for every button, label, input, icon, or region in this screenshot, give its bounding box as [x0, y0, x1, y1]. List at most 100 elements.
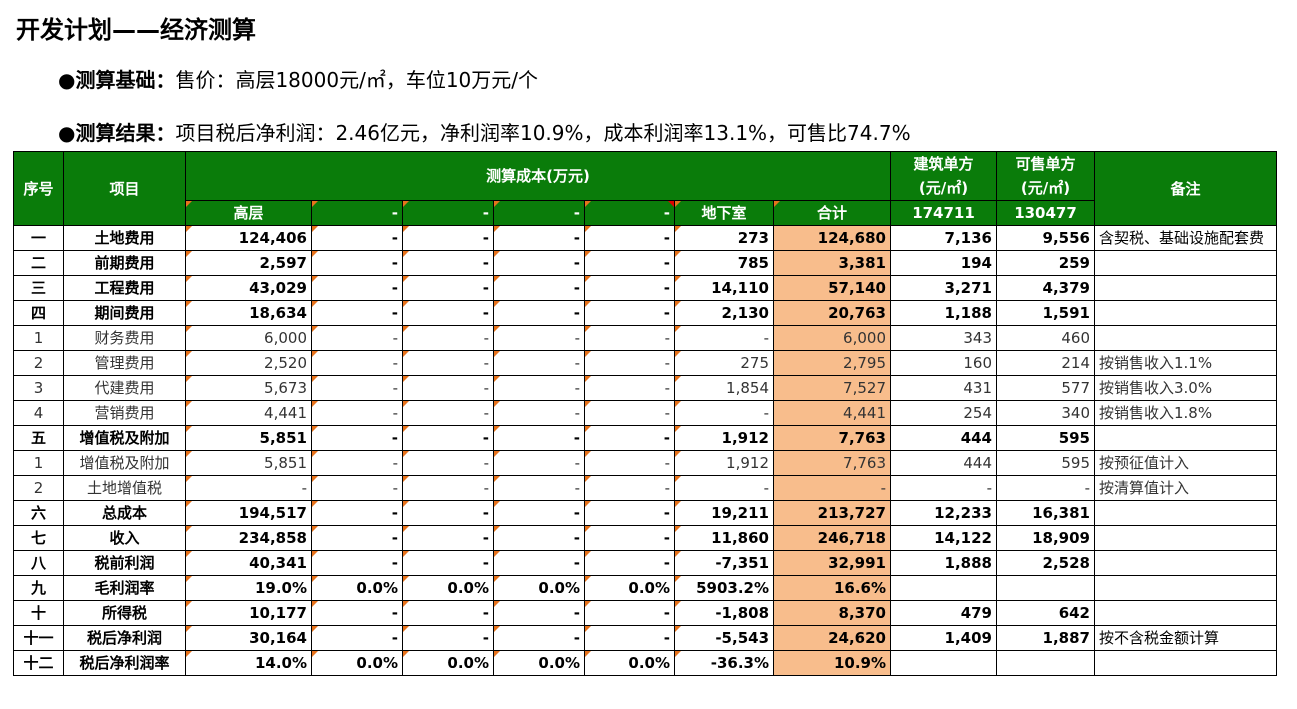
value-cell: 431 [890, 375, 997, 401]
value-cell: 444 [890, 425, 997, 451]
value-cell: - [311, 400, 403, 426]
header-seq: 序号 [13, 151, 64, 226]
row-item: 营销费用 [63, 400, 186, 426]
value-cell: - [311, 275, 403, 301]
table-row: 十一 税后净利润 30,164- - - - -5,543 24,620 1,409 1,887 按… [13, 625, 1277, 651]
value-cell: 11,860 [674, 525, 774, 551]
value-cell: - [402, 350, 494, 376]
value-cell: 0.0% [493, 650, 585, 676]
value-cell: 0.0% [402, 650, 494, 676]
table-row: 四期间费用 18,634- - - -2,130 20,763 1,188 1,591 [13, 300, 1277, 326]
value-cell: - [402, 225, 494, 251]
value-cell: - [584, 350, 675, 376]
value-cell: 2,597 [185, 250, 312, 276]
basis-line: ●测算基础：售价：高层18000元/㎡，车位10万元/个 [58, 64, 538, 93]
table-row: 八税前利润 40,341- - - - -7,351 32,991 1,888 2,528 [13, 550, 1277, 576]
value-cell: - [493, 400, 585, 426]
value-cell: 275 [674, 350, 774, 376]
row-item: 土地增值税 [63, 475, 186, 501]
calculation-table: 序号 项目 测算成本(万元) 建筑单方 (元/㎡) 可售单方 (元/㎡) 备注 高层… [13, 151, 1277, 676]
row-item: 财务费用 [63, 325, 186, 351]
value-cell: 595 [996, 425, 1095, 451]
value-cell: 0.0% [311, 575, 403, 601]
value-cell: 14,122 [890, 525, 997, 551]
row-item: 毛利润率 [63, 575, 186, 601]
value-cell: - [674, 400, 774, 426]
table-row: 1 财务费用 6,000- - - - -6,000 343 460 [13, 325, 1277, 351]
value-cell: - [996, 475, 1095, 501]
value-cell: 340 [996, 400, 1095, 426]
value-cell: - [493, 325, 585, 351]
value-cell: - [402, 475, 494, 501]
header-build-unit-text: 建筑单方 (元/㎡) [913, 155, 974, 197]
row-item: 前期费用 [63, 250, 186, 276]
value-cell: 43,029 [185, 275, 312, 301]
value-cell: 4,379 [996, 275, 1095, 301]
value-cell: 2,130 [674, 300, 774, 326]
header-row-1: 序号 项目 测算成本(万元) 建筑单方 (元/㎡) 可售单方 (元/㎡) 备注 [13, 151, 1277, 226]
row-remark [1094, 650, 1277, 676]
value-cell: - [311, 450, 403, 476]
result-line: ●测算结果：项目税后净利润：2.46亿元，净利润率10.9%，成本利润率13.1… [58, 117, 911, 146]
row-seq: 4 [13, 400, 64, 426]
row-item: 管理费用 [63, 350, 186, 376]
header-row-2: 高层 - - - - 地下室 合计 174711 130477 [14, 200, 1277, 226]
row-seq: 2 [13, 350, 64, 376]
row-seq: 十二 [13, 650, 64, 676]
row-item: 所得税 [63, 600, 186, 626]
value-cell: 0.0% [584, 650, 675, 676]
value-cell: - [402, 425, 494, 451]
header-cost-group: 测算成本(万元) [185, 151, 891, 201]
value-cell: - [311, 300, 403, 326]
value-cell: 9,556 [996, 225, 1095, 251]
row-item: 代建费用 [63, 375, 186, 401]
row-remark [1094, 525, 1277, 551]
value-cell: 14,110 [674, 275, 774, 301]
row-remark [1094, 325, 1277, 351]
table-row: 三工程费用 43,029- - - -14,110 57,140 3,271 4,379 [13, 275, 1277, 301]
total-cell: 7,763 [773, 425, 891, 451]
row-remark [1094, 425, 1277, 451]
value-cell: 1,888 [890, 550, 997, 576]
header-sale-unit: 可售单方 (元/㎡) [996, 151, 1095, 201]
table-row: 六总成本 194,517- - - -19,211 213,727 12,233 16,381 [13, 500, 1277, 526]
value-cell: 0.0% [402, 575, 494, 601]
row-remark [1094, 600, 1277, 626]
value-cell: 160 [890, 350, 997, 376]
row-item: 税后净利润率 [63, 650, 186, 676]
value-cell: - [311, 600, 403, 626]
row-remark [1094, 500, 1277, 526]
value-cell: 1,188 [890, 300, 997, 326]
value-cell: 6,000 [185, 325, 312, 351]
row-remark: 按销售收入1.1% [1094, 350, 1277, 376]
value-cell: 444 [890, 450, 997, 476]
row-seq: 十一 [13, 625, 64, 651]
value-cell: 4,441 [185, 400, 312, 426]
value-cell: - [402, 450, 494, 476]
value-cell: - [674, 325, 774, 351]
value-cell: - [311, 350, 403, 376]
subheader-cell: - [493, 200, 585, 226]
value-cell: - [493, 250, 585, 276]
table-row: 二前期费用 2,597- - - -785 3,381 194 259 [13, 250, 1277, 276]
value-cell: - [584, 250, 675, 276]
value-cell: - [311, 325, 403, 351]
value-cell: - [584, 550, 675, 576]
value-cell: 0.0% [584, 575, 675, 601]
value-cell: - [584, 600, 675, 626]
value-cell: - [584, 275, 675, 301]
value-cell: - [493, 375, 585, 401]
value-cell: - [584, 450, 675, 476]
row-item: 税前利润 [63, 550, 186, 576]
row-item: 增值税及附加 [63, 425, 186, 451]
total-cell: 2,795 [773, 350, 891, 376]
value-cell: - [402, 400, 494, 426]
value-cell: 273 [674, 225, 774, 251]
value-cell: - [584, 300, 675, 326]
value-cell: - [493, 475, 585, 501]
value-cell: 1,887 [996, 625, 1095, 651]
value-cell: - [402, 525, 494, 551]
value-cell: 0.0% [311, 650, 403, 676]
table-row: 一土地费用 124,406- - - -273 124,680 7,136 9,556 含契税、… [13, 225, 1277, 251]
subheader-cell: 地下室 [674, 200, 774, 226]
